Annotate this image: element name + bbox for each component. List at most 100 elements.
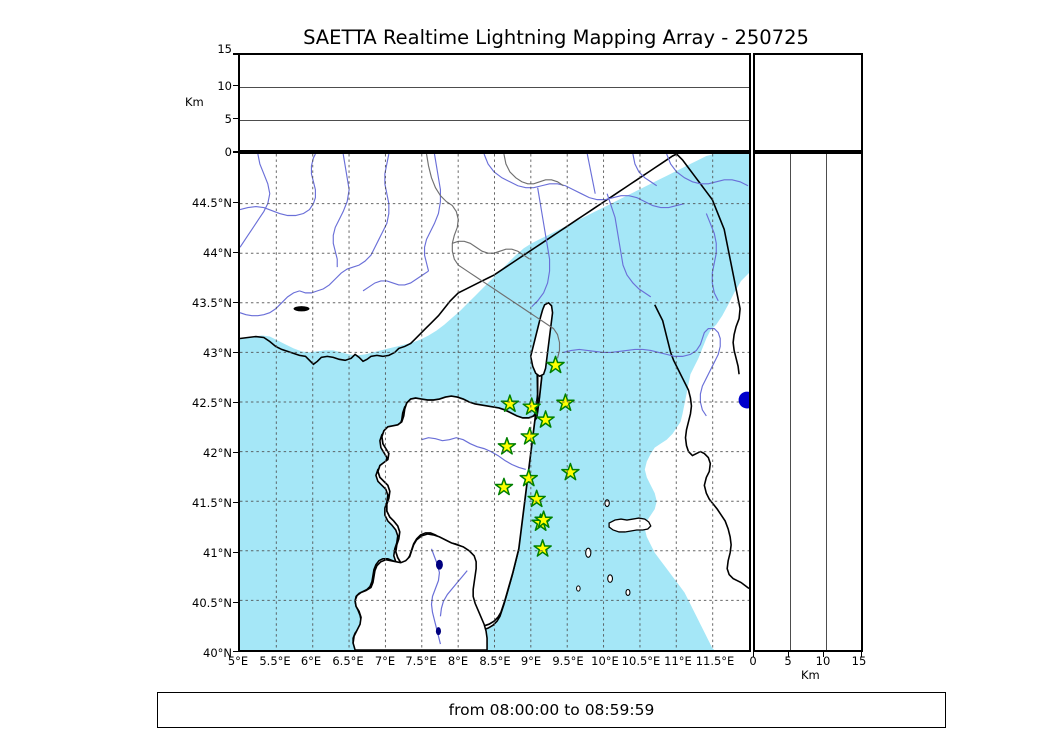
tickmark (823, 652, 824, 657)
tickmark (233, 452, 238, 453)
ytick-42.5N: 42.5°N (192, 396, 232, 410)
station-star (561, 462, 580, 481)
river-sub-1 (240, 290, 300, 317)
river-it-1 (666, 154, 749, 187)
right-xtick-15: 15 (851, 654, 867, 668)
river-fr-2 (362, 270, 429, 292)
map-graphic (240, 154, 749, 650)
tickmark (233, 352, 238, 353)
geographic-map-panel[interactable] (238, 152, 751, 652)
xtick-10.5E: 10.5°E (621, 654, 661, 668)
xtick-8.5E: 8.5°E (479, 654, 511, 668)
border-fr-it (425, 154, 561, 359)
sardinia-lake-1 (435, 559, 443, 570)
gridline-10km-v (825, 154, 827, 650)
station-star (520, 427, 540, 445)
xtick-9.5E: 9.5°E (552, 654, 584, 668)
ytick-40N: 40°N (203, 646, 232, 660)
time-range-status-bar[interactable]: from 08:00:00 to 08:59:59 (157, 692, 946, 728)
river-ne-2 (632, 154, 658, 187)
tickmark (233, 85, 238, 86)
river-sub-2 (332, 154, 350, 268)
xtick-6E: 6°E (300, 654, 322, 668)
tickmark (788, 652, 789, 657)
top-ytick-0: 0 (224, 145, 232, 159)
altitude-latitude-panel[interactable] (753, 152, 863, 652)
river-durance (240, 154, 316, 217)
lma-station-markers-south (534, 510, 553, 529)
xtick-5.5E: 5.5°E (259, 654, 291, 668)
xtick-11E: 11°E (664, 654, 692, 668)
station-star (536, 410, 555, 428)
ytick-41.5N: 41.5°N (192, 496, 232, 510)
right-panel-xlabel: Km (801, 668, 820, 682)
lake-france (293, 306, 310, 312)
tickmark (233, 651, 238, 652)
small-island-a (576, 585, 581, 592)
cap-corse (529, 301, 554, 378)
italy-coastline (676, 154, 741, 375)
river-var (299, 154, 390, 294)
xtick-8E: 8°E (447, 654, 469, 668)
xtick-7.5E: 7.5°E (405, 654, 437, 668)
map-gridlines (240, 154, 749, 650)
sardinia-north-coast (352, 533, 488, 650)
station-star (534, 510, 553, 529)
tickmark (233, 302, 238, 303)
xtick-7E: 7°E (374, 654, 396, 668)
ytick-44N: 44°N (203, 246, 232, 260)
pianosa-island (607, 574, 614, 583)
tickmark (233, 602, 238, 603)
gridline-10km (240, 87, 749, 89)
mainland-europe-land (240, 154, 749, 650)
river-ne-1 (586, 154, 596, 194)
xtick-6.5E: 6.5°E (332, 654, 364, 668)
station-star (500, 394, 520, 412)
xtick-5E: 5°E (227, 654, 249, 668)
river-po-1 (483, 154, 685, 209)
ytick-42N: 42°N (203, 446, 232, 460)
tickmark (233, 151, 238, 153)
station-star (546, 355, 565, 374)
station-star (556, 393, 575, 411)
capraia-island (585, 547, 592, 558)
altitude-longitude-panel[interactable] (238, 53, 751, 152)
station-star (497, 436, 517, 455)
station-star (533, 539, 552, 557)
rivers-layer (240, 154, 749, 417)
sardinia-lake-2 (435, 627, 442, 636)
top-panel-ylabel: Km (185, 95, 204, 109)
altitude-histogram-panel[interactable] (753, 53, 863, 152)
tickmark (233, 202, 238, 203)
time-range-text: from 08:00:00 to 08:59:59 (448, 701, 655, 719)
sardinia-river-2 (439, 570, 468, 617)
tickmark (861, 652, 862, 657)
border-fr-it-2 (452, 240, 531, 260)
river-tiber (606, 193, 652, 298)
tickmark (753, 652, 754, 657)
river-po-2 (531, 187, 551, 308)
ytick-41N: 41°N (203, 546, 232, 560)
tickmark (233, 402, 238, 403)
top-ytick-10: 10 (217, 79, 232, 93)
river-fr-1 (423, 154, 441, 272)
ytick-44.5N: 44.5°N (192, 196, 232, 210)
xtick-10E: 10°E (591, 654, 619, 668)
italy-tuscan-coastline (654, 304, 749, 590)
tickmark (233, 552, 238, 553)
tickmark (233, 502, 238, 503)
page-title: SAETTA Realtime Lightning Mapping Array … (303, 26, 809, 49)
ytick-40.5N: 40.5°N (192, 596, 232, 610)
top-ytick-5: 5 (224, 112, 232, 126)
gridline-5km-v (790, 154, 792, 650)
station-star (494, 477, 514, 496)
vhf-source-marker (738, 391, 749, 409)
river-rhone (240, 154, 271, 248)
station-star (519, 468, 539, 487)
corsica-river (421, 437, 526, 471)
right-xtick-10: 10 (815, 654, 831, 668)
france-land (240, 154, 715, 356)
ytick-43N: 43°N (203, 346, 232, 360)
ytick-43.5N: 43.5°N (192, 296, 232, 310)
